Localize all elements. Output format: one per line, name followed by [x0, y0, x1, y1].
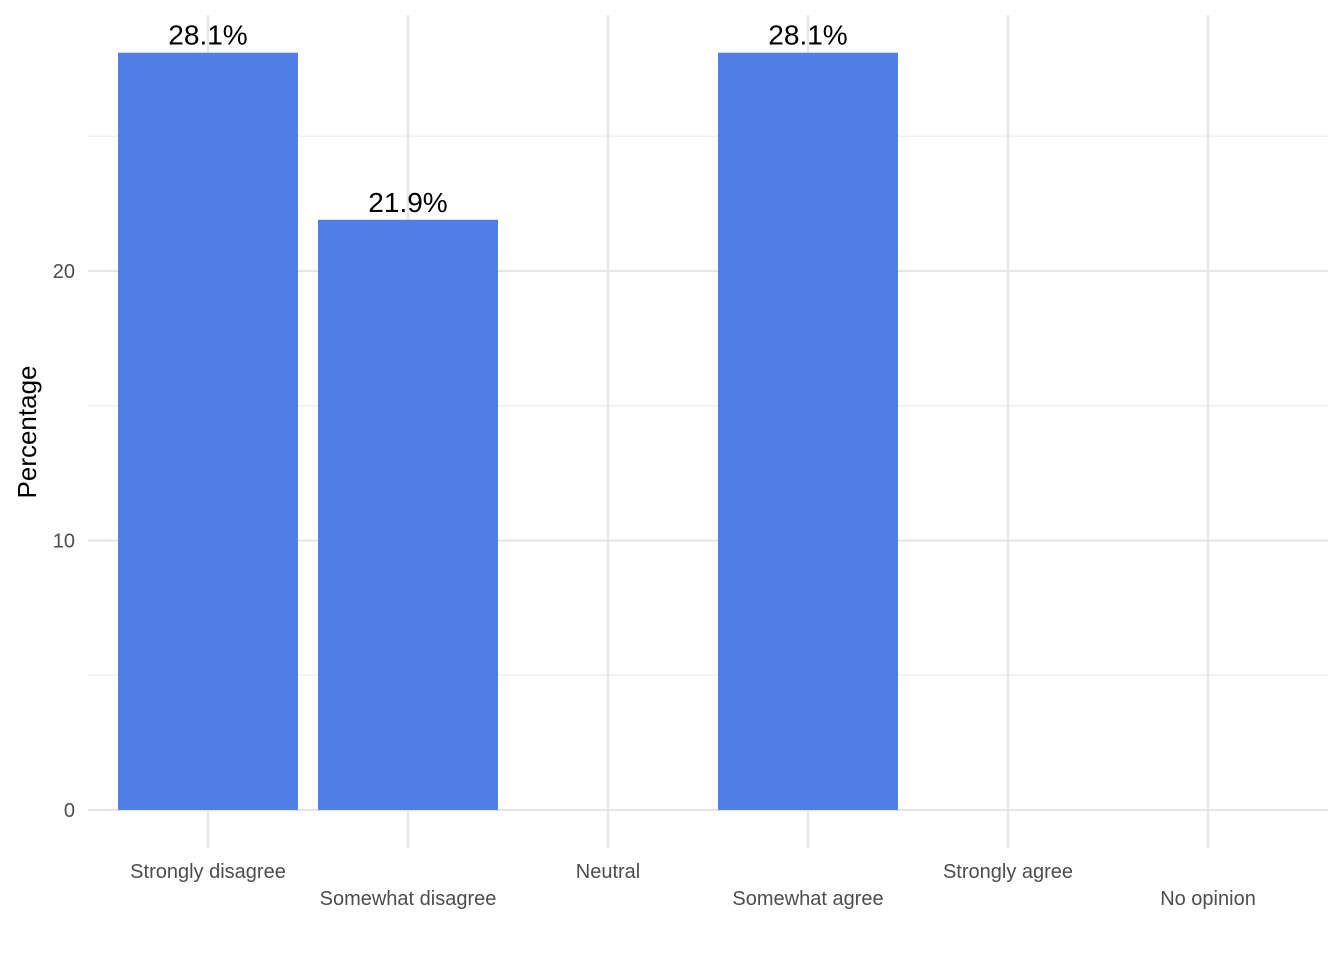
bar [318, 219, 498, 811]
data-label: 28.1% [768, 20, 847, 51]
value-labels: 28.1% 21.9% 28.1% [168, 20, 847, 218]
x-tick-label: Strongly agree [943, 861, 1073, 883]
y-tick-label: 10 [53, 531, 75, 553]
y-tick-label: 20 [53, 261, 75, 283]
x-tick-label: No opinion [1160, 888, 1256, 910]
bar [118, 52, 298, 810]
data-label: 28.1% [168, 20, 247, 51]
y-tick-label: 0 [64, 800, 75, 822]
y-axis-title: Percentage [12, 366, 42, 499]
bars [118, 52, 898, 811]
bar [718, 52, 898, 810]
x-tick-label: Strongly disagree [130, 861, 286, 883]
x-tick-label: Somewhat disagree [320, 888, 497, 910]
y-axis-ticks: 0 10 20 [53, 261, 75, 822]
x-axis-ticks: Strongly disagree Somewhat disagree Neutra… [130, 861, 1256, 910]
x-tick-label: Somewhat agree [732, 888, 883, 910]
x-tick-label: Neutral [576, 861, 640, 883]
data-label: 21.9% [368, 187, 447, 218]
